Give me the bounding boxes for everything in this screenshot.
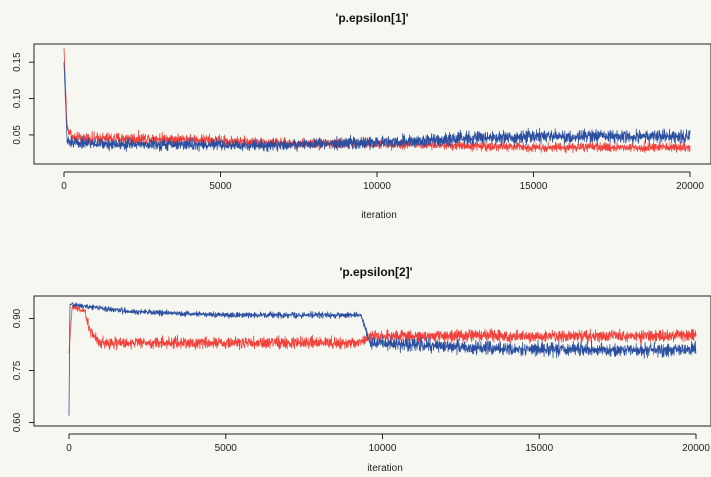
plot-frame — [33, 295, 711, 427]
x-tick-label: 20000 — [676, 181, 704, 192]
x-axis: 0 5000 10000 15000 20000 — [61, 171, 704, 192]
x-tick-label: 15000 — [525, 443, 553, 454]
y-tick-label: 0.60 — [12, 412, 23, 432]
series-group — [68, 302, 697, 416]
chart-title: 'p.epsilon[1]' — [335, 11, 408, 25]
x-tick-label: 15000 — [520, 181, 548, 192]
trace-plot-epsilon-2: 'p.epsilon[2]' 0.60 0.75 0.90 0 5000 10000 15… — [12, 265, 711, 474]
y-tick-label: 0.90 — [12, 308, 23, 328]
series-line-red — [68, 303, 697, 354]
y-tick-label: 0.05 — [12, 125, 23, 145]
x-tick-label: 10000 — [363, 181, 391, 192]
plot-frame — [33, 43, 711, 165]
y-axis: 0.60 0.75 0.90 — [12, 308, 34, 432]
series-line-blue — [63, 62, 691, 153]
y-tick-label: 0.15 — [12, 52, 23, 72]
y-tick-label: 0.10 — [12, 88, 23, 108]
x-tick-label: 20000 — [682, 443, 710, 454]
x-tick-label: 0 — [61, 181, 67, 192]
y-axis: 0.05 0.10 0.15 — [12, 52, 34, 145]
y-tick-label: 0.75 — [12, 360, 23, 380]
chart-title: 'p.epsilon[2]' — [339, 265, 412, 279]
x-tick-label: 5000 — [209, 181, 232, 192]
series-line-blue — [68, 302, 697, 416]
x-axis: 0 5000 10000 15000 20000 — [66, 433, 710, 454]
x-tick-label: 0 — [66, 443, 72, 454]
x-axis-label: iteration — [367, 463, 403, 474]
x-tick-label: 10000 — [369, 443, 397, 454]
series-group — [63, 47, 691, 154]
x-axis-label: iteration — [361, 210, 397, 221]
trace-plot-epsilon-1: 'p.epsilon[1]' 0.05 0.10 0.15 0 5000 10000 15… — [12, 11, 711, 221]
x-tick-label: 5000 — [215, 443, 238, 454]
